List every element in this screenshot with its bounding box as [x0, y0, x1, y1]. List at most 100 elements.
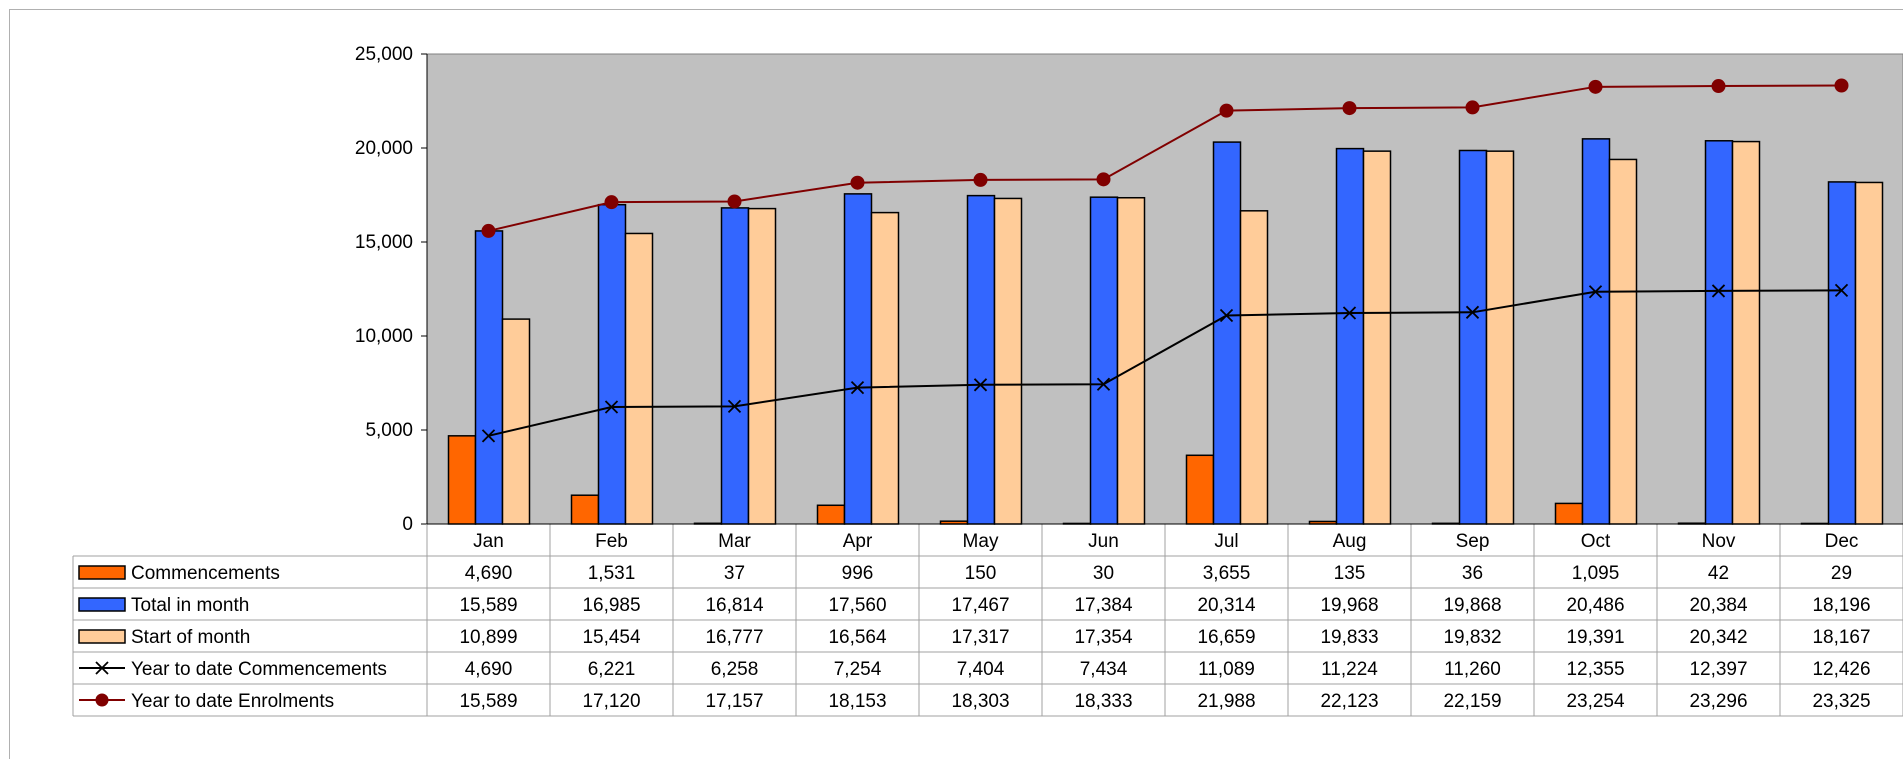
table-cell-start-of-month: 16,564	[828, 627, 887, 648]
point-year-to-date-enrolments	[481, 223, 496, 238]
bar-layer	[447, 138, 1884, 525]
bar-commencements	[570, 494, 600, 525]
table-cell-commencements: 30	[1093, 563, 1114, 584]
x-tick-label: Mar	[718, 531, 751, 552]
table-cell-year-to-date-enrolments: 15,589	[459, 691, 517, 712]
x-tick-label: Jul	[1214, 531, 1238, 552]
bar-total-in-month	[1335, 147, 1365, 525]
table-cell-commencements: 1,531	[588, 563, 636, 584]
bar-start-of-month	[747, 207, 777, 525]
table-cell-start-of-month: 15,454	[582, 627, 641, 648]
table-cell-commencements: 36	[1462, 563, 1483, 584]
table-cell-total-in-month: 19,868	[1443, 595, 1501, 616]
table-cell-year-to-date-enrolments: 18,153	[828, 691, 886, 712]
table-cell-total-in-month: 16,814	[705, 595, 764, 616]
point-year-to-date-commencements	[1096, 377, 1111, 391]
legend-key-total-in-month	[78, 597, 126, 612]
legend-label-total-in-month: Total in month	[131, 595, 249, 616]
table-cell-total-in-month: 17,560	[828, 595, 886, 616]
table-cell-start-of-month: 10,899	[459, 627, 517, 648]
bar-start-of-month	[1239, 210, 1269, 525]
legend-label-start-of-month: Start of month	[131, 627, 250, 648]
y-tick-label: 25,000	[355, 44, 413, 65]
bar-start-of-month	[1485, 150, 1515, 525]
table-cell-year-to-date-commencements: 11,260	[1444, 659, 1501, 680]
table-cell-commencements: 29	[1831, 563, 1852, 584]
y-tick-label: 15,000	[355, 232, 413, 253]
bar-total-in-month	[1212, 141, 1242, 525]
legend-label-commencements: Commencements	[131, 563, 280, 584]
table-cell-year-to-date-commencements: 4,690	[465, 659, 513, 680]
table-cell-year-to-date-enrolments: 17,157	[705, 691, 763, 712]
table-cell-commencements: 135	[1334, 563, 1366, 584]
table-cell-year-to-date-commencements: 7,404	[957, 659, 1005, 680]
table-cell-total-in-month: 17,384	[1074, 595, 1133, 616]
table-cell-year-to-date-commencements: 11,089	[1198, 659, 1255, 680]
bar-start-of-month	[1608, 158, 1638, 525]
point-year-to-date-commencements	[850, 380, 865, 395]
table-cell-year-to-date-commencements: 12,355	[1566, 659, 1624, 680]
table-cell-total-in-month: 17,467	[951, 595, 1009, 616]
point-year-to-date-enrolments	[1834, 78, 1849, 93]
table-cell-year-to-date-enrolments: 21,988	[1197, 691, 1255, 712]
y-tick-label: 5,000	[365, 420, 413, 441]
chart-frame	[9, 9, 1903, 759]
bar-start-of-month	[1116, 196, 1146, 525]
x-tick-label: Sep	[1456, 531, 1490, 552]
table-cell-year-to-date-enrolments: 18,303	[951, 691, 1009, 712]
table-cell-year-to-date-commencements: 12,426	[1812, 659, 1870, 680]
y-tick-label: 10,000	[355, 326, 413, 347]
bar-total-in-month	[1581, 138, 1611, 525]
bar-start-of-month	[1362, 150, 1392, 525]
point-year-to-date-commencements	[481, 429, 496, 443]
legend-key-start-of-month	[78, 629, 126, 644]
point-year-to-date-enrolments	[973, 172, 988, 187]
table-cell-year-to-date-commencements: 12,397	[1689, 659, 1747, 680]
bar-commencements	[816, 504, 846, 525]
table-cell-start-of-month: 16,777	[705, 627, 763, 648]
table-cell-year-to-date-enrolments: 22,159	[1443, 691, 1501, 712]
point-year-to-date-enrolments	[1711, 79, 1726, 94]
y-tick-label: 20,000	[355, 138, 413, 159]
table-cell-commencements: 37	[724, 563, 745, 584]
x-tick-label: Jan	[473, 531, 504, 552]
point-year-to-date-enrolments	[1342, 101, 1357, 116]
bar-total-in-month	[1089, 196, 1119, 525]
point-year-to-date-commencements	[1711, 284, 1726, 298]
table-cell-year-to-date-commencements: 6,221	[588, 659, 636, 680]
point-year-to-date-commencements	[973, 378, 988, 392]
table-cell-commencements: 3,655	[1203, 563, 1251, 584]
table-cell-start-of-month: 20,342	[1689, 627, 1747, 648]
table-cell-total-in-month: 16,985	[582, 595, 640, 616]
table-cell-year-to-date-enrolments: 17,120	[582, 691, 640, 712]
point-year-to-date-enrolments	[1465, 100, 1480, 115]
table-cell-start-of-month: 16,659	[1197, 627, 1255, 648]
bar-start-of-month	[501, 318, 531, 525]
line-year-to-date-commencements	[488, 289, 1842, 437]
legend-marker-year-to-date-commencements	[95, 661, 109, 675]
table-cell-year-to-date-enrolments: 18,333	[1074, 691, 1132, 712]
bar-start-of-month	[624, 232, 654, 525]
bar-commencements	[1554, 502, 1584, 525]
table-cell-year-to-date-enrolments: 23,254	[1566, 691, 1625, 712]
table-cell-year-to-date-commencements: 7,254	[834, 659, 882, 680]
bar-total-in-month	[1827, 181, 1857, 525]
table-cell-total-in-month: 20,486	[1566, 595, 1624, 616]
bar-total-in-month	[1458, 149, 1488, 525]
bar-commencements	[1185, 454, 1215, 525]
point-year-to-date-commencements	[1834, 283, 1849, 298]
y-axis: 0 5,000 10,000 15,000 20,000 25,000	[355, 44, 428, 535]
table-cell-commencements: 150	[965, 563, 997, 584]
table-cell-total-in-month: 19,968	[1320, 595, 1378, 616]
bar-total-in-month	[843, 193, 873, 525]
x-tick-label: Aug	[1333, 531, 1367, 552]
point-year-to-date-commencements	[1465, 305, 1480, 319]
table-cell-year-to-date-enrolments: 22,123	[1320, 691, 1378, 712]
table-cell-start-of-month: 19,833	[1320, 627, 1378, 648]
x-tick-label: Dec	[1825, 531, 1859, 552]
point-year-to-date-commencements	[1342, 306, 1357, 320]
table-cell-start-of-month: 17,354	[1074, 627, 1133, 648]
bar-total-in-month	[597, 203, 627, 525]
table-cell-total-in-month: 20,314	[1197, 595, 1256, 616]
